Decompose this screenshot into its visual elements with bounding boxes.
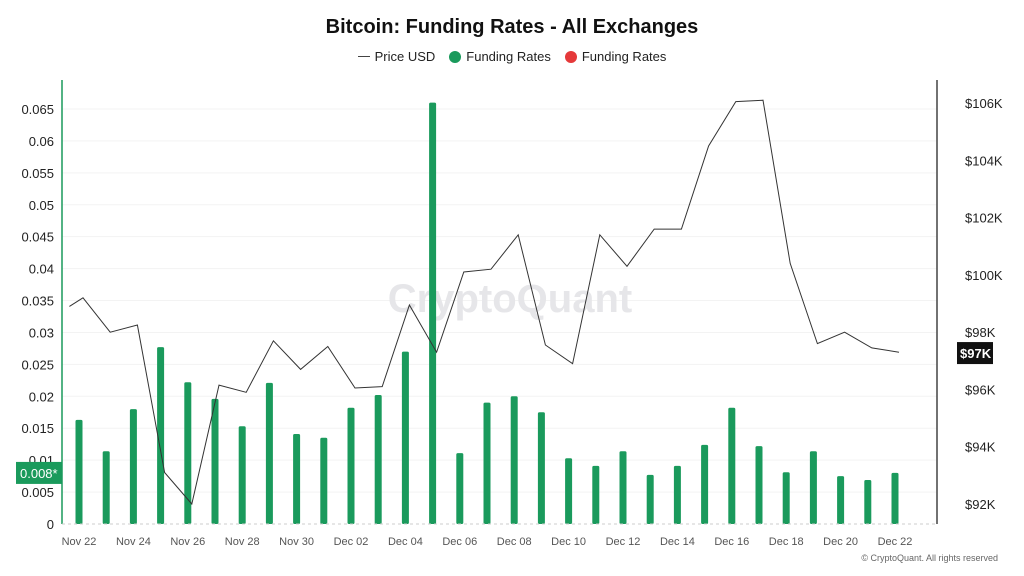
current-price-label: $97K <box>960 346 992 361</box>
funding-bar <box>673 465 681 524</box>
grid <box>62 108 937 493</box>
right-tick-label: $104K <box>965 153 1003 168</box>
x-tick-label: Dec 14 <box>660 536 695 548</box>
left-tick-label: 0.015 <box>21 421 54 436</box>
funding-bar <box>510 396 518 524</box>
right-tick-label: $96K <box>965 382 996 397</box>
funding-bar <box>102 451 110 524</box>
funding-bars <box>75 102 899 524</box>
axis-badges: 0.008* $97K <box>16 342 993 484</box>
funding-bar <box>265 382 273 524</box>
legend-item-funding-positive[interactable]: Funding Rates <box>449 49 551 64</box>
legend-label: Funding Rates <box>466 49 551 64</box>
current-funding-label: 0.008* <box>20 466 58 481</box>
right-tick-label: $102K <box>965 211 1003 226</box>
left-tick-label: 0.02 <box>29 389 54 404</box>
x-tick-label: Dec 18 <box>769 536 804 548</box>
funding-bar <box>782 472 790 524</box>
funding-bar <box>211 398 219 524</box>
x-tick-label: Nov 24 <box>116 536 151 548</box>
legend-label: Funding Rates <box>581 49 667 64</box>
funding-bar <box>401 351 409 524</box>
funding-bar <box>891 472 899 524</box>
funding-bar <box>347 407 355 524</box>
right-tick-label: $94K <box>965 440 996 455</box>
x-tick-label: Dec 04 <box>388 536 423 548</box>
legend: Price USD Funding Rates Funding Rates <box>0 49 1024 64</box>
x-tick-label: Nov 30 <box>279 536 314 548</box>
x-tick-label: Dec 08 <box>497 536 532 548</box>
funding-bar <box>646 474 654 524</box>
funding-bar <box>456 453 464 524</box>
right-tick-label: $92K <box>965 497 996 512</box>
funding-bar <box>809 451 817 524</box>
left-tick-label: 0.045 <box>21 230 54 245</box>
left-tick-label: 0.065 <box>21 102 54 117</box>
funding-bar <box>755 446 763 524</box>
funding-bar <box>374 395 382 524</box>
left-tick-label: 0.04 <box>29 262 54 277</box>
legend-item-price[interactable]: Price USD <box>357 49 436 64</box>
legend-label: Price USD <box>374 49 436 64</box>
legend-item-funding-negative[interactable]: Funding Rates <box>564 49 667 64</box>
left-tick-label: 0 <box>47 517 54 532</box>
funding-bar <box>157 347 165 524</box>
left-axis-ticks: 00.0050.010.0150.020.0250.030.0350.040.0… <box>21 102 54 532</box>
x-tick-label: Dec 02 <box>334 536 369 548</box>
funding-bar <box>483 402 491 524</box>
chart-title: Bitcoin: Funding Rates - All Exchanges <box>325 16 699 38</box>
x-tick-label: Dec 06 <box>442 536 477 548</box>
right-axis-ticks: $92K $94K $96K $98K $100K $102K $104K $106K <box>965 96 1003 512</box>
x-tick-label: Nov 28 <box>225 536 260 548</box>
x-tick-label: Dec 20 <box>823 536 858 548</box>
funding-bar <box>565 458 573 524</box>
funding-bar <box>129 409 137 524</box>
funding-bar <box>320 437 328 524</box>
funding-bar <box>592 465 600 524</box>
funding-bar <box>619 451 627 524</box>
price-line <box>69 99 900 506</box>
right-tick-label: $98K <box>965 325 996 340</box>
funding-bar <box>701 444 709 524</box>
right-tick-label: $106K <box>965 96 1003 111</box>
funding-bar <box>293 433 301 524</box>
watermark: CryptoQuant <box>388 277 632 321</box>
left-tick-label: 0.05 <box>29 198 54 213</box>
x-tick-label: Nov 26 <box>170 536 205 548</box>
left-tick-label: 0.055 <box>21 166 54 181</box>
funding-bar <box>429 102 437 524</box>
x-tick-label: Dec 22 <box>878 536 913 548</box>
funding-bar <box>537 412 545 524</box>
left-tick-label: 0.035 <box>21 294 54 309</box>
funding-bar <box>728 407 736 524</box>
funding-bar <box>75 419 83 524</box>
right-tick-label: $100K <box>965 268 1003 283</box>
price-line-group <box>69 99 900 506</box>
x-tick-label: Nov 22 <box>62 536 97 548</box>
line-swatch-icon <box>357 56 370 57</box>
x-axis-ticks: Nov 22 Nov 24 Nov 26 Nov 28 Nov 30 Dec 02 Dec … <box>62 536 913 548</box>
current-price-badge <box>957 342 993 365</box>
current-funding-badge <box>16 461 62 484</box>
left-tick-label: 0.06 <box>29 134 54 149</box>
funding-bar <box>184 382 192 524</box>
left-tick-label: 0.005 <box>21 485 54 500</box>
x-tick-label: Dec 10 <box>551 536 586 548</box>
funding-bar <box>837 476 845 524</box>
x-tick-label: Dec 12 <box>606 536 641 548</box>
funding-bar <box>864 479 872 524</box>
copyright: © CryptoQuant. All rights reserved <box>861 553 998 563</box>
x-tick-label: Dec 16 <box>714 536 749 548</box>
left-tick-label: 0.03 <box>29 325 54 340</box>
funding-bar <box>238 426 246 524</box>
left-tick-label: 0.025 <box>21 357 54 372</box>
red-dot-icon <box>564 50 577 63</box>
green-dot-icon <box>449 50 462 63</box>
